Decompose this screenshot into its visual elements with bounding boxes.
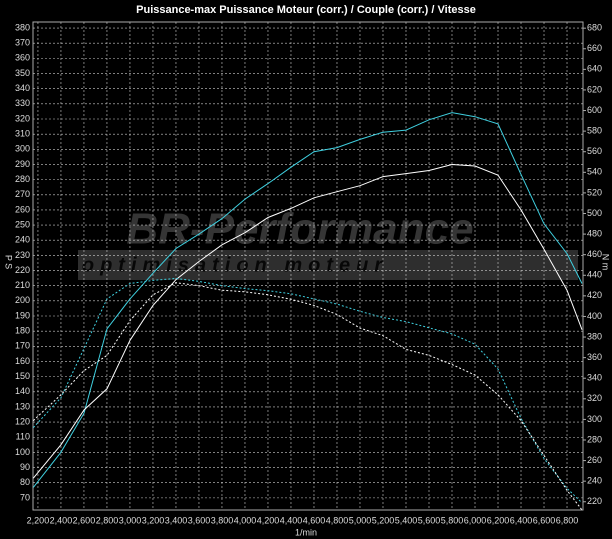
chart-title: Puissance-max Puissance Moteur (corr.) /… bbox=[136, 4, 476, 16]
y-tick-label: 260 bbox=[15, 204, 30, 214]
y-tick-label: 140 bbox=[15, 386, 30, 396]
y-tick-label: 350 bbox=[15, 68, 30, 78]
y-tick-label: 190 bbox=[15, 310, 30, 320]
y2-tick-label: 400 bbox=[587, 311, 602, 321]
y-tick-label: 150 bbox=[15, 371, 30, 381]
y-tick-label: 180 bbox=[15, 326, 30, 336]
x-tick-label: 2,600 bbox=[73, 515, 96, 525]
x-tick-label: 5,800 bbox=[441, 515, 464, 525]
y2-tick-label: 600 bbox=[587, 105, 602, 115]
y-tick-label: 250 bbox=[15, 219, 30, 229]
y-tick-label: 120 bbox=[15, 416, 30, 426]
y-tick-label: 90 bbox=[20, 462, 30, 472]
data-line bbox=[32, 163, 583, 479]
watermark-brand: BR-Performance bbox=[126, 205, 473, 254]
y-tick-label: 340 bbox=[15, 83, 30, 93]
x-tick-label: 4,800 bbox=[326, 515, 349, 525]
y-tick-label: 170 bbox=[15, 341, 30, 351]
y2-tick-label: 340 bbox=[587, 373, 602, 383]
y-tick-label: 70 bbox=[20, 492, 30, 502]
y-tick-label: 100 bbox=[15, 447, 30, 457]
x-tick-label: 5,400 bbox=[395, 515, 418, 525]
x-tick-label: 2,200 bbox=[27, 515, 50, 525]
y-tick-label: 270 bbox=[15, 189, 30, 199]
x-tick-label: 3,200 bbox=[142, 515, 165, 525]
y-tick-label: 330 bbox=[15, 98, 30, 108]
y2-tick-label: 260 bbox=[587, 455, 602, 465]
y2-axis-label: N m bbox=[601, 254, 611, 271]
y-tick-label: 290 bbox=[15, 159, 30, 169]
x-tick-label: 6,800 bbox=[556, 515, 579, 525]
y-tick-label: 300 bbox=[15, 144, 30, 154]
x-tick-label: 5,600 bbox=[418, 515, 441, 525]
x-tick-label: 3,600 bbox=[188, 515, 211, 525]
x-tick-label: 5,000 bbox=[349, 515, 372, 525]
x-tick-label: 2,800 bbox=[96, 515, 119, 525]
x-tick-label: 6,000 bbox=[464, 515, 487, 525]
x-tick-label: 6,600 bbox=[533, 515, 556, 525]
y-tick-label: 310 bbox=[15, 129, 30, 139]
data-line bbox=[32, 282, 583, 511]
data-line bbox=[32, 112, 583, 488]
y2-tick-label: 640 bbox=[587, 64, 602, 74]
y2-tick-label: 680 bbox=[587, 23, 602, 33]
watermark: BR-Performance optimisation moteur bbox=[78, 205, 578, 280]
y2-tick-label: 360 bbox=[587, 352, 602, 362]
y2-tick-label: 480 bbox=[587, 228, 602, 238]
x-tick-label: 4,000 bbox=[234, 515, 257, 525]
y2-tick-label: 420 bbox=[587, 290, 602, 300]
x-tick-label: 5,200 bbox=[372, 515, 395, 525]
y-tick-label: 360 bbox=[15, 53, 30, 63]
y-tick-label: 240 bbox=[15, 235, 30, 245]
x-tick-label: 2,400 bbox=[50, 515, 73, 525]
x-tick-label: 4,600 bbox=[303, 515, 326, 525]
y2-tick-label: 280 bbox=[587, 434, 602, 444]
y2-tick-label: 320 bbox=[587, 393, 602, 403]
y-tick-label: 160 bbox=[15, 356, 30, 366]
y-tick-label: 280 bbox=[15, 174, 30, 184]
y-tick-label: 380 bbox=[15, 22, 30, 32]
y-axis-label: P S bbox=[4, 255, 14, 269]
y-tick-label: 230 bbox=[15, 250, 30, 260]
x-tick-label: 4,400 bbox=[280, 515, 303, 525]
y2-tick-label: 620 bbox=[587, 84, 602, 94]
y2-tick-label: 440 bbox=[587, 270, 602, 280]
x-tick-label: 4,200 bbox=[257, 515, 280, 525]
y-tick-label: 130 bbox=[15, 401, 30, 411]
y2-tick-label: 300 bbox=[587, 414, 602, 424]
watermark-tagline: optimisation moteur bbox=[82, 254, 388, 276]
y2-tick-label: 220 bbox=[587, 496, 602, 506]
y2-tick-label: 460 bbox=[587, 249, 602, 259]
watermark-band bbox=[78, 250, 578, 280]
y-tick-label: 210 bbox=[15, 280, 30, 290]
y2-tick-label: 660 bbox=[587, 43, 602, 53]
y2-tick-label: 380 bbox=[587, 331, 602, 341]
y2-tick-label: 580 bbox=[587, 126, 602, 136]
plot-frame bbox=[32, 21, 584, 511]
y-tick-label: 220 bbox=[15, 265, 30, 275]
x-tick-label: 6,200 bbox=[487, 515, 510, 525]
y2-tick-label: 500 bbox=[587, 208, 602, 218]
y2-tick-label: 560 bbox=[587, 146, 602, 156]
y-tick-label: 370 bbox=[15, 38, 30, 48]
y2-tick-label: 240 bbox=[587, 476, 602, 486]
y2-tick-label: 540 bbox=[587, 167, 602, 177]
data-line bbox=[32, 277, 583, 504]
y-tick-label: 320 bbox=[15, 113, 30, 123]
x-tick-label: 6,400 bbox=[510, 515, 533, 525]
y-tick-label: 110 bbox=[16, 432, 30, 442]
x-tick-label: 3,400 bbox=[165, 515, 188, 525]
x-axis-label: 1/min bbox=[295, 527, 317, 537]
x-tick-label: 3,800 bbox=[211, 515, 234, 525]
y2-tick-label: 520 bbox=[587, 187, 602, 197]
y-tick-label: 80 bbox=[20, 477, 30, 487]
y-tick-label: 200 bbox=[15, 295, 30, 305]
x-tick-label: 3,000 bbox=[119, 515, 142, 525]
